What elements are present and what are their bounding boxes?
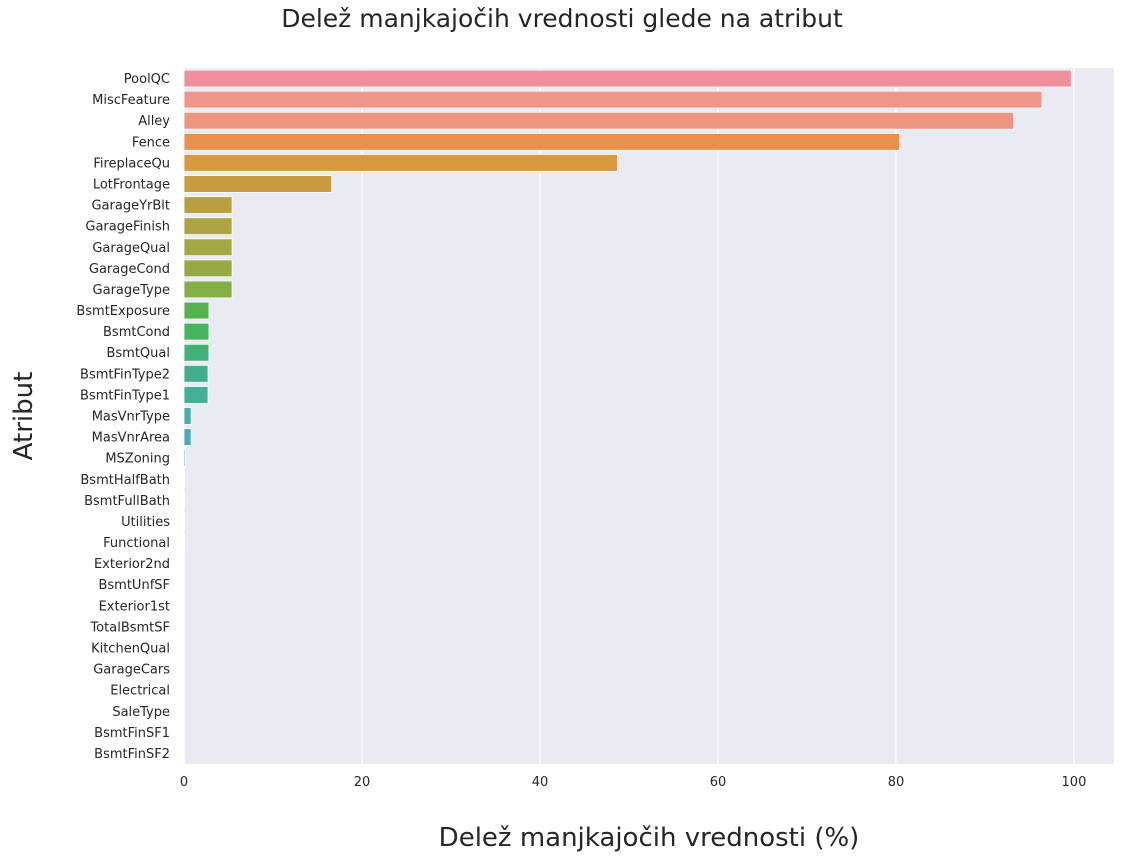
y-tick-label: TotalBsmtSF xyxy=(89,620,170,635)
x-tick-label: 80 xyxy=(888,775,905,790)
x-tick-labels: 0 20 40 60 80 100 xyxy=(180,775,1087,790)
y-tick-label: GarageQual xyxy=(92,241,170,256)
y-tick-label: BsmtFinType1 xyxy=(80,388,170,403)
y-tick-label: BsmtHalfBath xyxy=(80,473,170,488)
y-tick-label: MSZoning xyxy=(105,452,170,467)
x-tick-label: 100 xyxy=(1062,775,1087,790)
bar-bsmtqual xyxy=(183,343,210,362)
bar-garagecond xyxy=(183,259,233,278)
y-tick-label: MasVnrType xyxy=(92,410,170,425)
y-tick-label: GarageYrBlt xyxy=(91,199,170,214)
y-tick-label: GarageCars xyxy=(93,663,170,678)
bar-functional xyxy=(183,533,186,552)
bar-bsmtexposure xyxy=(183,301,210,320)
y-tick-label: BsmtFinSF1 xyxy=(94,726,170,741)
bars xyxy=(183,69,1072,763)
y-tick-label: Functional xyxy=(103,536,170,551)
y-tick-label: BsmtUnfSF xyxy=(98,578,170,593)
bar-bsmtfintype2 xyxy=(183,364,209,383)
y-tick-label: MiscFeature xyxy=(92,93,170,108)
y-tick-labels: PoolQC MiscFeature Alley Fence FireplaceQu Lo… xyxy=(76,72,170,762)
bar-poolqc xyxy=(183,69,1072,88)
y-tick-label: BsmtQual xyxy=(106,346,170,361)
plot-area xyxy=(184,68,1114,764)
x-tick-label: 40 xyxy=(532,775,549,790)
y-tick-label: GarageCond xyxy=(89,262,170,277)
bar-utilities xyxy=(183,512,186,531)
y-tick-label: MasVnrArea xyxy=(92,431,170,446)
y-tick-label: Alley xyxy=(138,114,170,129)
y-axis-label: Atribut xyxy=(9,372,39,461)
x-tick-label: 20 xyxy=(354,775,371,790)
y-tick-label: Exterior2nd xyxy=(94,557,170,572)
bar-masvnrtype xyxy=(183,407,192,425)
bar-bsmtfintype1 xyxy=(183,386,209,404)
bar-bsmtfullbath xyxy=(183,491,186,510)
y-tick-label: Utilities xyxy=(121,515,170,530)
y-tick-label: Electrical xyxy=(110,684,170,699)
bar-alley xyxy=(183,111,1014,130)
y-tick-label: BsmtCond xyxy=(103,325,170,340)
bar-miscfeature xyxy=(183,90,1043,109)
x-axis-label: Delež manjkajočih vrednosti (%) xyxy=(439,823,860,853)
bar-fence xyxy=(183,132,900,151)
y-tick-label: GarageFinish xyxy=(85,220,170,235)
y-tick-label: PoolQC xyxy=(124,72,170,87)
bar-fireplacequ xyxy=(183,154,618,172)
y-tick-label: KitchenQual xyxy=(91,642,170,657)
y-tick-label: BsmtFinType2 xyxy=(80,367,170,382)
y-tick-label: Fence xyxy=(132,135,170,150)
bar-bsmtcond xyxy=(183,322,210,341)
y-tick-label: BsmtFinSF2 xyxy=(94,747,170,762)
bar-garagetype xyxy=(183,280,233,299)
x-tick-label: 60 xyxy=(710,775,727,790)
y-tick-label: BsmtExposure xyxy=(76,304,170,319)
y-tick-label: GarageType xyxy=(93,283,170,298)
bar-garagefinish xyxy=(183,217,233,236)
chart-title: Delež manjkajočih vrednosti glede na atr… xyxy=(281,4,843,33)
y-tick-label: BsmtFullBath xyxy=(84,494,170,509)
y-tick-label: FireplaceQu xyxy=(93,156,170,171)
bar-garageyrblt xyxy=(183,196,233,214)
bar-bsmthalfbath xyxy=(183,470,186,489)
bar-mszoning xyxy=(183,449,186,468)
y-tick-label: SaleType xyxy=(112,705,170,720)
y-tick-label: LotFrontage xyxy=(93,178,170,193)
bar-lotfrontage xyxy=(183,175,333,193)
x-tick-label: 0 xyxy=(180,775,188,790)
bar-garagequal xyxy=(183,238,233,257)
y-tick-label: Exterior1st xyxy=(99,599,170,614)
bar-masvnrarea xyxy=(183,428,192,446)
